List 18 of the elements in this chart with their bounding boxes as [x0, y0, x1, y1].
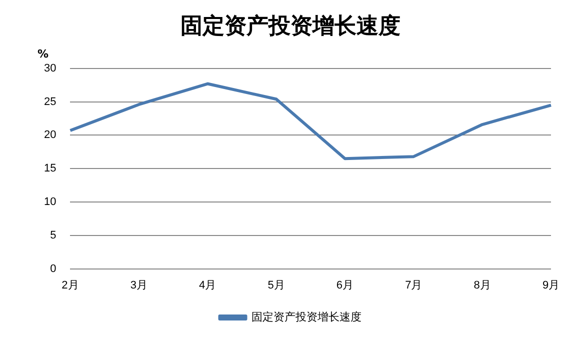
y-tick-label: 30 — [44, 62, 56, 74]
legend-label: 固定资产投资增长速度 — [251, 310, 362, 324]
chart-title: 固定资产投资增长速度 — [180, 12, 400, 39]
x-tick-label: 4月 — [199, 279, 216, 292]
y-tick-label: 20 — [44, 129, 56, 142]
x-tick-label: 9月 — [542, 279, 560, 292]
y-tick-label: 5 — [50, 229, 56, 242]
y-tick-label: 0 — [50, 262, 56, 275]
y-tick-label: 25 — [44, 96, 56, 108]
y-tick-label: 15 — [44, 162, 56, 175]
x-tick-label: 2月 — [62, 279, 79, 292]
y-tick-label: 10 — [44, 196, 56, 208]
y-axis-title: % — [37, 47, 49, 60]
x-tick-label: 3月 — [130, 279, 148, 292]
x-tick-label: 8月 — [474, 279, 491, 292]
x-tick-label: 5月 — [268, 279, 285, 292]
x-tick-label: 7月 — [405, 279, 422, 292]
x-tick-label: 6月 — [336, 279, 354, 292]
